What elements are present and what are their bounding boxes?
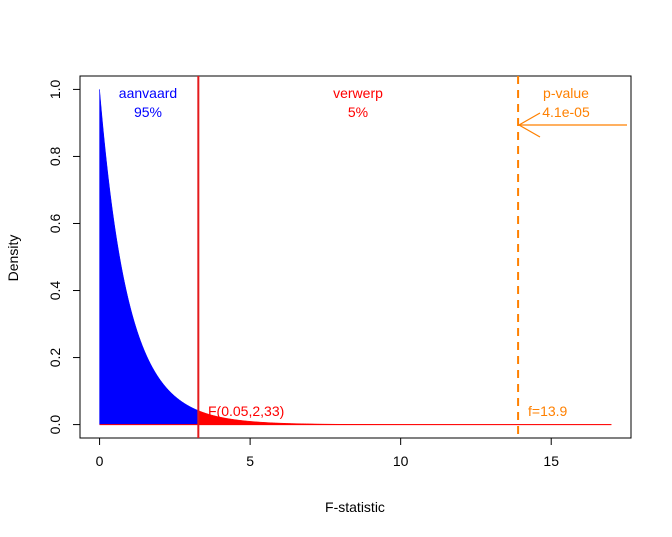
- x-axis-label: F-statistic: [325, 499, 385, 515]
- x-tick-label: 15: [543, 453, 559, 469]
- y-tick-label: 0.6: [47, 214, 63, 234]
- pvalue-arrow-head-lower: [518, 124, 541, 138]
- x-tick-label: 10: [393, 453, 409, 469]
- pvalue-label: p-value: [543, 85, 589, 101]
- pvalue-arrow-head-upper: [518, 112, 541, 126]
- x-tick-label: 0: [96, 453, 104, 469]
- y-tick-label: 0.2: [47, 348, 63, 368]
- y-tick-label: 0.4: [47, 281, 63, 301]
- reject-region-percent: 5%: [348, 104, 368, 120]
- y-axis-label: Density: [5, 235, 21, 282]
- y-tick-label: 0.8: [47, 147, 63, 167]
- density-areas: [99, 89, 612, 425]
- reject-region-label: verwerp: [333, 85, 383, 101]
- critical-value-label: F(0.05,2,33): [208, 403, 284, 419]
- pvalue-arrow: [518, 112, 627, 138]
- reference-lines: [197, 76, 520, 438]
- observed-f-label: f=13.9: [528, 403, 568, 419]
- accept-region-percent: 95%: [134, 104, 162, 120]
- accept-region-label: aanvaard: [119, 85, 177, 101]
- y-tick-label: 1.0: [47, 79, 63, 99]
- x-axis: 0 5 10 15: [96, 437, 559, 469]
- x-tick-label: 5: [246, 453, 254, 469]
- y-tick-label: 0.0: [47, 415, 63, 435]
- y-axis: 0.0 0.2 0.4 0.6 0.8 1.0: [47, 79, 81, 435]
- pvalue-value: 4.1e-05: [542, 104, 590, 120]
- region-accept: [99, 89, 199, 425]
